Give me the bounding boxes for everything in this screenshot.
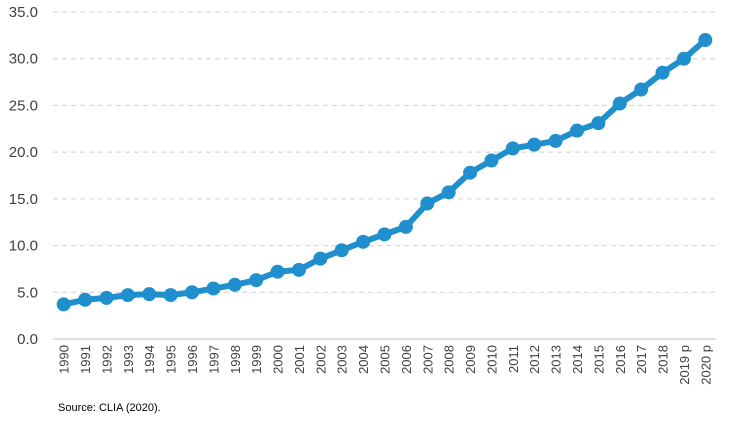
x-tick-label: 2004 (356, 345, 371, 374)
data-point (313, 251, 328, 266)
data-point (291, 262, 306, 277)
data-point (227, 277, 242, 292)
data-point (398, 219, 413, 234)
x-tick-label: 1990 (57, 345, 72, 374)
y-tick-label: 15.0 (9, 191, 38, 208)
source-note: Source: CLIA (2020). (58, 402, 161, 414)
x-tick-label: 2017 (634, 345, 649, 374)
x-tick-label: 2012 (527, 345, 542, 374)
x-tick-label: 2009 (463, 345, 478, 374)
data-point (463, 165, 478, 180)
x-tick-label: 2011 (506, 345, 521, 373)
y-tick-label: 35.0 (9, 4, 38, 21)
series-line (60, 37, 709, 308)
x-tick-label: 1999 (249, 345, 264, 374)
x-tick-label: 1991 (78, 345, 93, 374)
x-tick-label: 2015 (591, 345, 606, 374)
x-tick-label: 2018 (656, 345, 671, 374)
data-point (163, 288, 178, 303)
data-point (612, 96, 627, 111)
data-point (484, 153, 499, 168)
data-point (505, 141, 520, 156)
x-tick-label: 2013 (549, 345, 564, 374)
data-point (356, 234, 371, 249)
data-point (655, 65, 670, 80)
x-tick-label: 1998 (228, 345, 243, 374)
y-tick-label: 25.0 (9, 97, 38, 114)
x-tick-label: 1992 (99, 345, 114, 374)
data-point (78, 292, 93, 307)
y-tick-label: 5.0 (17, 284, 38, 301)
data-point (527, 137, 542, 152)
data-point (591, 116, 606, 131)
data-point (142, 287, 157, 302)
data-point (548, 133, 563, 148)
x-tick-label: 2007 (420, 345, 435, 374)
data-point (420, 196, 435, 211)
data-point (249, 273, 264, 288)
x-tick-label: 2005 (378, 345, 393, 374)
data-point (270, 264, 285, 279)
data-point (676, 51, 691, 66)
y-tick-label: 30.0 (9, 51, 38, 68)
data-point (634, 82, 649, 97)
x-tick-label: 2006 (399, 345, 414, 374)
x-tick-label: 2010 (484, 345, 499, 374)
x-tick-label: 2020 p (698, 345, 713, 385)
data-point (334, 243, 349, 258)
x-tick-label: 2002 (313, 345, 328, 374)
series-layer (56, 33, 713, 312)
data-point (99, 290, 114, 305)
x-tick-label: 2019 p (677, 345, 692, 385)
data-point (441, 185, 456, 200)
x-axis-tick-labels: 1990 1991 1992 1993 1994 1995 1996 1997 1998 1999… (57, 345, 714, 385)
line-chart: 0.05.010.015.020.025.030.035.0 1990 1991 1… (9, 4, 716, 385)
x-tick-label: 1995 (164, 345, 179, 374)
x-tick-label: 1997 (206, 345, 221, 374)
x-tick-label: 2003 (335, 345, 350, 374)
y-tick-label: 20.0 (9, 144, 38, 161)
x-tick-label: 2001 (292, 345, 307, 374)
y-tick-label: 10.0 (9, 238, 38, 255)
x-tick-label: 1994 (142, 345, 157, 374)
y-axis-tick-labels: 0.0 5.0 10.0 15.0 20.0 25.0 30.0 35.0 (9, 4, 38, 348)
x-tick-label: 2008 (442, 345, 457, 374)
data-point (377, 227, 392, 242)
x-tick-label: 2014 (570, 345, 585, 374)
data-point (56, 297, 71, 312)
x-tick-label: 2016 (613, 345, 628, 374)
data-point (698, 33, 713, 48)
x-tick-label: 1996 (185, 345, 200, 374)
x-tick-label: 2000 (271, 345, 286, 374)
data-point (206, 281, 221, 296)
data-point (569, 123, 584, 138)
x-tick-label: 1993 (121, 345, 136, 374)
data-point (120, 288, 135, 303)
data-point (185, 285, 200, 300)
y-tick-label: 0.0 (17, 331, 38, 348)
